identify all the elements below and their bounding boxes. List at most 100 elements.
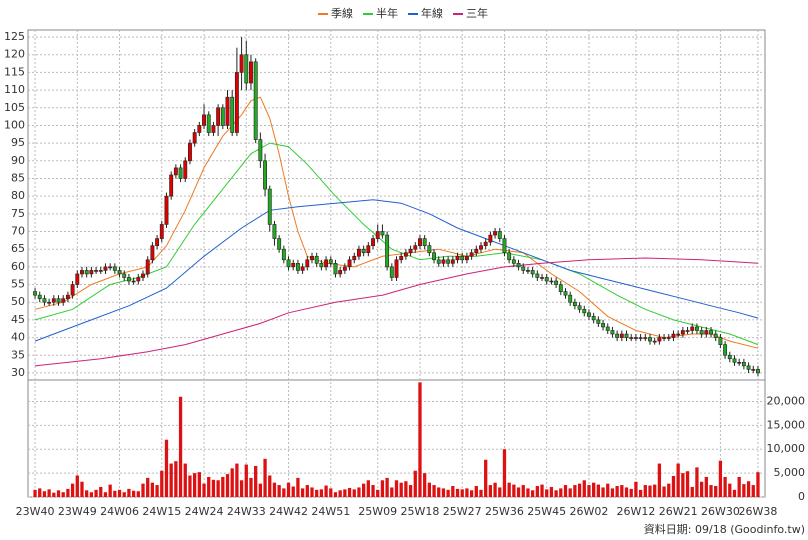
volume-bar: [582, 480, 586, 497]
candle-body: [347, 259, 352, 268]
candle-body: [150, 245, 155, 261]
volume-bar: [127, 488, 131, 497]
volume-bar: [300, 488, 305, 497]
volume-bar: [451, 486, 455, 497]
volume-bar: [643, 485, 647, 497]
volume-bar: [380, 480, 385, 497]
volume-bar: [526, 488, 530, 497]
volume-bar: [756, 472, 760, 497]
candle-body: [263, 160, 268, 190]
candle-body: [65, 294, 70, 299]
volume-bar: [286, 482, 291, 497]
ma-line: [34, 257, 759, 367]
x-tick-label: 26W38: [739, 505, 778, 518]
volume-bar: [99, 486, 103, 497]
candle-body: [155, 238, 160, 246]
candle-body: [173, 167, 178, 176]
volume-bar: [418, 382, 422, 497]
volume-bar: [502, 449, 507, 497]
candle-body: [244, 54, 249, 84]
volume-bar: [732, 489, 737, 497]
candle-body: [479, 245, 483, 250]
volume-bar: [61, 492, 65, 497]
y-tick-label: 115: [4, 65, 25, 78]
candle-body: [103, 266, 108, 271]
volume-bar: [484, 459, 488, 497]
volume-bar: [282, 488, 286, 497]
volume-bar: [662, 486, 666, 497]
candle-body: [699, 330, 704, 335]
y-tick-label: 40: [11, 331, 25, 344]
legend-label: 年線: [421, 6, 443, 20]
volume-bar: [324, 485, 328, 497]
volume-bar: [221, 476, 225, 497]
volume-bar: [371, 485, 375, 497]
volume-bar: [38, 488, 42, 497]
volume-bar: [150, 482, 155, 497]
candle-body: [657, 337, 662, 342]
y-tick-label: 35: [11, 348, 25, 361]
volume-bar: [441, 488, 446, 497]
x-tick-label: 24W33: [227, 505, 266, 518]
volume-bar: [676, 463, 680, 497]
candle-body: [671, 333, 676, 338]
volume-bar: [75, 475, 79, 497]
y-tick-label: 65: [11, 242, 25, 255]
candle-body: [117, 270, 122, 275]
volume-bar: [563, 485, 568, 497]
volume-bar: [587, 485, 591, 497]
volume-bar: [235, 463, 239, 497]
volume-bar: [94, 489, 98, 497]
volume-bar: [131, 490, 136, 497]
candle-body: [75, 273, 80, 285]
volume-bar: [390, 487, 394, 497]
candle-body: [375, 231, 380, 239]
y-tick-label: 45: [11, 313, 25, 326]
volume-bar: [681, 473, 685, 497]
candle-body: [178, 167, 183, 179]
candle-body: [610, 330, 615, 335]
candle-body: [544, 277, 549, 282]
volume-bar: [723, 476, 727, 497]
candle-body: [615, 333, 620, 338]
volume-bar: [47, 489, 51, 497]
candle-body: [605, 326, 610, 331]
candle-body: [206, 114, 211, 133]
candle-body: [563, 291, 568, 296]
candle-body: [56, 298, 61, 303]
volume-bar: [160, 470, 164, 497]
x-tick-label: 25W18: [401, 505, 440, 518]
volume-bar: [56, 490, 61, 497]
candle-body: [474, 248, 479, 254]
volume-bar: [507, 482, 511, 497]
volume-bar: [296, 477, 300, 497]
x-tick-label: 24W24: [185, 505, 224, 518]
candle-body: [61, 298, 66, 303]
candle-body: [145, 259, 150, 275]
volume-bar: [70, 483, 75, 497]
candle-body: [112, 266, 117, 271]
volume-bar: [446, 489, 450, 497]
volume-bar: [202, 483, 206, 497]
volume-bar: [596, 484, 600, 497]
volume-bar: [216, 480, 220, 497]
candle-body: [662, 337, 667, 339]
volume-bar: [291, 486, 295, 497]
volume-bar: [549, 486, 554, 497]
candle-body: [521, 266, 526, 271]
x-tick-label: 23W49: [58, 505, 97, 518]
candle-body: [455, 255, 460, 261]
volume-bar: [117, 489, 122, 497]
candle-body: [502, 238, 507, 254]
volume-bar: [263, 458, 267, 497]
candle-body: [371, 238, 375, 246]
y-tick-label: 75: [11, 207, 25, 220]
y-tick-label: 55: [11, 278, 25, 291]
y-tick-label: 60: [11, 260, 25, 273]
volume-bar: [559, 488, 563, 497]
candle-body: [310, 255, 314, 261]
y-tick-label: 30: [11, 366, 25, 379]
volume-bar: [42, 491, 47, 497]
volume-bar: [277, 485, 281, 497]
volume-bar: [709, 485, 713, 497]
